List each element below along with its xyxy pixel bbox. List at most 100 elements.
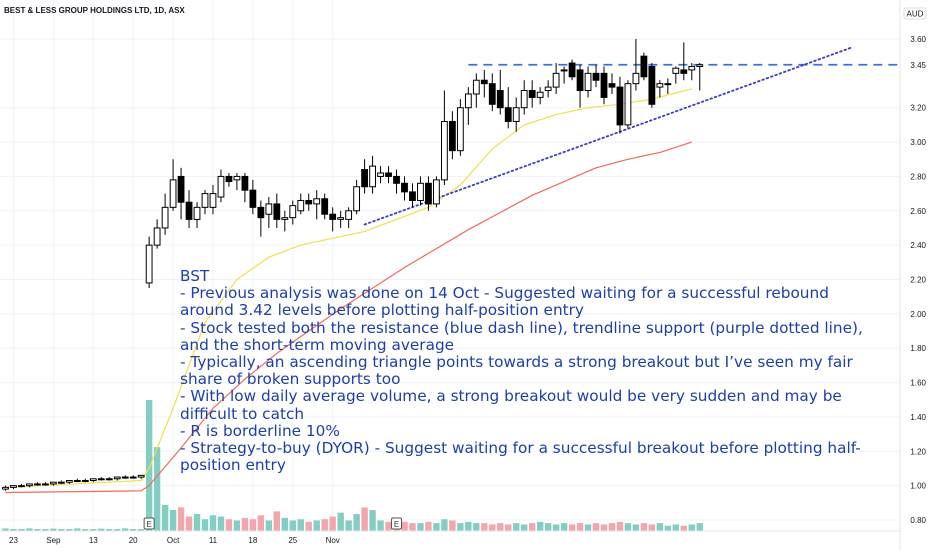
- volume-bar: [441, 519, 448, 531]
- volume-bar: [560, 523, 568, 531]
- volume-bar: [624, 523, 632, 531]
- volume-bar: [457, 523, 464, 531]
- chart-title: BEST & LESS GROUP HOLDINGS LTD, 1D, ASX: [4, 6, 185, 15]
- candle-down: [177, 175, 185, 203]
- candle-up: [129, 476, 137, 479]
- volume-bar: [385, 521, 392, 531]
- candle-up: [281, 217, 289, 220]
- volume-bar: [10, 529, 17, 531]
- volume-bar: [648, 524, 656, 531]
- candle-up: [105, 478, 113, 481]
- volume-bar: [249, 519, 257, 531]
- volume-bar: [552, 524, 560, 531]
- volume-bar: [82, 529, 89, 531]
- volume-bar: [153, 447, 161, 531]
- volume-bar: [114, 529, 121, 531]
- volume-bar: [616, 521, 624, 531]
- volume-bar: [592, 523, 600, 531]
- candle-down: [600, 72, 608, 98]
- annotation-line: - Stock tested both the resistance (blue…: [180, 318, 863, 354]
- candle-up: [73, 479, 81, 482]
- volume-bar: [513, 523, 520, 531]
- candle-down: [249, 189, 257, 208]
- candle-up: [217, 175, 225, 198]
- volume-bar: [568, 524, 576, 531]
- candle-up: [417, 182, 424, 201]
- volume-bar: [209, 515, 217, 531]
- time-tick-label: 18: [248, 536, 257, 545]
- volume-bar: [217, 516, 225, 531]
- time-tick-label: 23: [9, 536, 18, 545]
- volume-bar: [425, 521, 432, 531]
- candle-up: [65, 479, 73, 483]
- volume-bar: [66, 529, 73, 531]
- candle-up: [688, 65, 696, 71]
- volume-bar: [672, 524, 680, 531]
- volume-bar: [265, 520, 273, 531]
- candle-up: [10, 485, 17, 488]
- candle-down: [616, 86, 624, 126]
- candle-up: [297, 199, 305, 212]
- candle-down: [576, 69, 584, 92]
- candle-up: [672, 67, 680, 74]
- candle-up: [201, 193, 209, 208]
- candle-up: [2, 486, 9, 490]
- candle-down: [568, 62, 576, 78]
- candle-down: [393, 175, 400, 184]
- candle-down: [480, 79, 488, 85]
- candle-up: [137, 474, 145, 478]
- volume-bar: [528, 523, 536, 531]
- candle-up: [584, 72, 592, 92]
- candle-up: [624, 83, 632, 126]
- moving-average-line: [5, 88, 692, 488]
- candle-down: [592, 72, 600, 81]
- candle-down: [321, 198, 329, 215]
- volume-bar: [177, 507, 185, 531]
- price-tick-label: 1.00: [910, 482, 926, 491]
- time-tick-label: 13: [89, 536, 98, 545]
- volume-bar: [600, 524, 608, 531]
- volume-bar: [289, 520, 296, 531]
- candle-up: [664, 83, 672, 86]
- currency-badge-box: [903, 7, 927, 20]
- volume-bar: [521, 524, 528, 531]
- support-trendline: [363, 46, 853, 226]
- candle-up: [18, 485, 25, 488]
- candle-down: [305, 199, 313, 205]
- price-tick-label: 2.60: [910, 207, 926, 216]
- annotation-line: - With low daily average volume, a stron…: [180, 387, 842, 423]
- candle-up: [289, 205, 297, 219]
- volume-bar: [129, 529, 137, 531]
- annotation-line: BST: [180, 267, 210, 285]
- volume-bar: [34, 529, 41, 531]
- price-axis[interactable]: 0.80 1.00 1.20 1.40 1.60 1.80 2.00 2.20 2.40 2.60…: [901, 35, 929, 525]
- volume-bar: [401, 521, 408, 531]
- candle-up: [464, 93, 472, 109]
- volume-bar: [536, 521, 544, 531]
- candle-down: [528, 90, 536, 98]
- time-tick-label: 20: [129, 536, 138, 545]
- candle-up: [161, 206, 169, 229]
- volume-bar: [409, 523, 416, 531]
- candle-up: [696, 64, 704, 67]
- candle-up: [456, 107, 464, 152]
- volume-bar: [58, 529, 65, 531]
- price-tick-label: 2.20: [910, 276, 926, 285]
- candle-up: [26, 483, 33, 487]
- volume-bar: [74, 528, 81, 531]
- analysis-annotation: BST - Previous analysis was done on 14 O…: [180, 267, 880, 474]
- volume-bar: [185, 516, 193, 531]
- time-tick-label: Nov: [326, 536, 340, 545]
- candle-down: [640, 55, 648, 78]
- time-axis[interactable]: 11182021Aug91623Sep1320Oct111825Nov: [0, 536, 340, 545]
- volume-bar: [42, 529, 49, 531]
- candle-up: [265, 203, 273, 215]
- volume-bar: [584, 524, 592, 531]
- time-tick-label: 25: [288, 536, 297, 545]
- volume-bar: [193, 513, 201, 531]
- volume-bar: [640, 523, 648, 531]
- candle-up: [536, 91, 544, 98]
- volume-bar: [2, 528, 9, 531]
